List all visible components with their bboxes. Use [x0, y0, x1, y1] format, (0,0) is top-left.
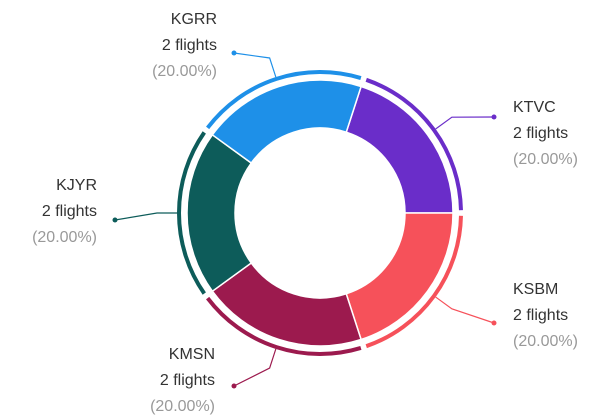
- value-label: 2 flights: [513, 307, 568, 324]
- percent-label: (20.00%): [32, 229, 97, 246]
- donut-slice: [186, 133, 253, 293]
- percent-label: (20.00%): [513, 333, 578, 350]
- outer-ring-arc: [365, 215, 463, 349]
- value-label: 2 flights: [162, 37, 217, 54]
- leader-dot: [112, 217, 118, 223]
- leader-dot: [231, 50, 237, 56]
- outer-ring-arc: [206, 296, 362, 356]
- donut-slice: [345, 85, 454, 214]
- percent-label: (20.00%): [152, 63, 217, 80]
- leader-line: [114, 212, 177, 221]
- leader-line: [233, 348, 277, 387]
- leader-dot: [491, 114, 497, 120]
- outer-ring-arc: [365, 77, 463, 211]
- slice-label: KGRR: [171, 11, 217, 28]
- leader-line: [233, 52, 277, 78]
- outer-ring-arc: [177, 131, 206, 295]
- slice-label: KTVC: [513, 99, 556, 116]
- leader-dot: [491, 320, 497, 326]
- percent-label: (20.00%): [150, 398, 215, 415]
- donut-slice: [211, 79, 363, 165]
- leader-line: [435, 116, 495, 130]
- leader-dot: [231, 383, 237, 389]
- value-label: 2 flights: [513, 125, 568, 142]
- outer-ring-arc: [206, 70, 362, 130]
- percent-label: (20.00%): [513, 151, 578, 168]
- leader-line: [435, 296, 495, 324]
- value-label: 2 flights: [42, 203, 97, 220]
- slice-label: KJYR: [56, 177, 97, 194]
- value-label: 2 flights: [160, 372, 215, 389]
- donut-slice: [345, 212, 454, 341]
- slice-label: KSBM: [513, 281, 558, 298]
- slice-label: KMSN: [169, 346, 215, 363]
